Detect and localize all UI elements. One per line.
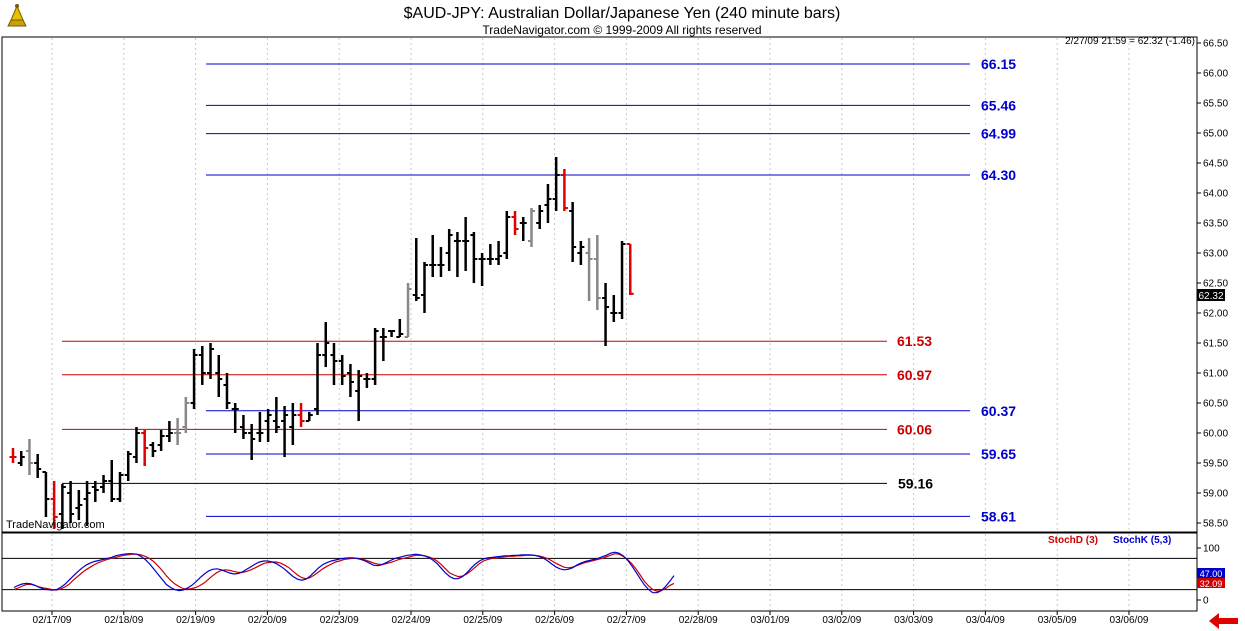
y-tick-label: 62.00 — [1203, 309, 1228, 320]
x-tick-label: 03/01/09 — [751, 615, 790, 626]
level-label-66.15: 66.15 — [981, 56, 1016, 72]
level-label-60.97: 60.97 — [897, 367, 932, 383]
level-label-64.30: 64.30 — [981, 167, 1016, 183]
y-tick-label: 65.50 — [1203, 99, 1228, 110]
last-price-stamp: 2/27/09 21:59 = 62.32 (-1.46) — [1065, 36, 1195, 47]
x-tick-label: 02/28/09 — [679, 615, 718, 626]
stoch-d-last-value: 32.09 — [1200, 579, 1223, 589]
stoch-d-legend: StochD (3) — [1048, 535, 1098, 546]
y-tick-label: 66.00 — [1203, 69, 1228, 80]
x-tick-label: 03/04/09 — [966, 615, 1005, 626]
stoch-line-red — [13, 553, 675, 592]
stoch-y-tick-label: 100 — [1203, 544, 1220, 555]
stoch-line-blue — [13, 551, 675, 594]
x-tick-label: 03/02/09 — [822, 615, 861, 626]
y-tick-label: 63.00 — [1203, 249, 1228, 260]
y-tick-label: 61.00 — [1203, 369, 1228, 380]
x-tick-label: 02/26/09 — [535, 615, 574, 626]
price-panel-frame — [1, 36, 1198, 533]
level-label-60.37: 60.37 — [981, 403, 1016, 419]
level-label-59.65: 59.65 — [981, 446, 1016, 462]
y-tick-label: 59.00 — [1203, 489, 1228, 500]
last-price-tag — [1197, 289, 1225, 301]
watermark-text: TradeNavigator.com — [6, 519, 105, 531]
level-label-65.46: 65.46 — [981, 97, 1016, 113]
scroll-left-arrow-icon[interactable] — [1209, 613, 1238, 629]
stoch-k-last-value: 47.00 — [1200, 569, 1223, 579]
stoch-k-legend: StochK (5,3) — [1113, 535, 1171, 546]
last-price-value: 62.32 — [1198, 291, 1223, 302]
x-tick-label: 02/23/09 — [320, 615, 359, 626]
stoch-d-tag — [1197, 578, 1225, 588]
x-tick-label: 02/20/09 — [248, 615, 287, 626]
y-tick-label: 66.50 — [1203, 39, 1228, 50]
stoch-y-tick-label: 0 — [1203, 596, 1209, 607]
y-tick-label: 64.00 — [1203, 189, 1228, 200]
y-tick-label: 65.00 — [1203, 129, 1228, 140]
level-label-61.53: 61.53 — [897, 333, 932, 349]
x-tick-label: 02/19/09 — [176, 615, 215, 626]
price-y-axis: 66.50 66.00 65.50 65.00 64.50 64.00 63.50 63.00… — [1197, 39, 1228, 530]
x-tick-label: 02/17/09 — [33, 615, 72, 626]
price-levels: 66.15 65.46 64.99 64.30 61.53 60.97 60.37 60.06… — [62, 56, 1016, 524]
y-tick-label: 59.50 — [1203, 459, 1228, 470]
y-tick-label: 64.50 — [1203, 159, 1228, 170]
price-bars — [9, 157, 634, 529]
x-tick-label: 03/05/09 — [1038, 615, 1077, 626]
y-tick-label: 58.50 — [1203, 519, 1228, 530]
x-tick-label: 02/25/09 — [463, 615, 502, 626]
y-tick-label: 62.50 — [1203, 279, 1228, 290]
x-tick-label: 02/24/09 — [392, 615, 431, 626]
level-label-60.06: 60.06 — [897, 421, 932, 437]
level-label-64.99: 64.99 — [981, 126, 1016, 142]
x-tick-label: 02/27/09 — [607, 615, 646, 626]
x-tick-label: 03/06/09 — [1110, 615, 1149, 626]
level-label-59.16: 59.16 — [898, 475, 933, 491]
y-tick-label: 63.50 — [1203, 219, 1228, 230]
stochastic-lines — [2, 551, 1197, 594]
date-x-axis: 02/17/09 02/18/09 02/19/09 02/20/09 02/23/09… — [33, 611, 1149, 626]
x-tick-label: 02/18/09 — [104, 615, 143, 626]
level-label-58.61: 58.61 — [981, 508, 1016, 524]
y-tick-label: 60.50 — [1203, 399, 1228, 410]
copyright-text: TradeNavigator.com © 1999-2009 All right… — [482, 23, 761, 37]
stoch-k-tag — [1197, 568, 1225, 578]
app-logo-icon[interactable] — [3, 3, 31, 31]
chart-title: $AUD-JPY: Australian Dollar/Japanese Yen… — [404, 5, 841, 22]
y-tick-label: 60.00 — [1203, 429, 1228, 440]
x-tick-label: 03/03/09 — [894, 615, 933, 626]
y-tick-label: 61.50 — [1203, 339, 1228, 350]
